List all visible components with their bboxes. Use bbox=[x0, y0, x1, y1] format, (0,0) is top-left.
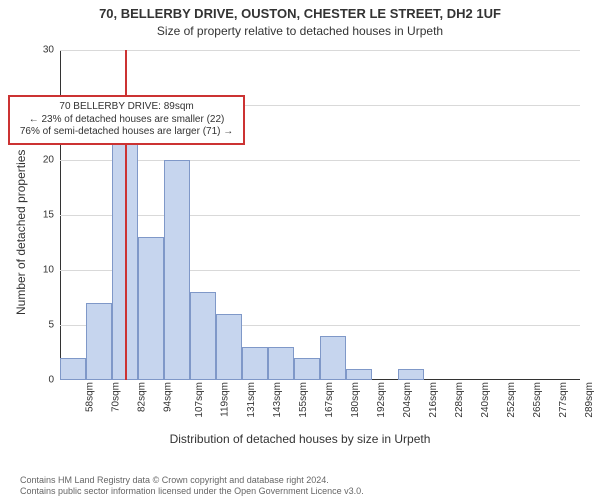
callout-line3: 76% of semi-detached houses are larger (… bbox=[20, 126, 233, 139]
histogram-bar bbox=[242, 347, 268, 380]
x-tick-label: 119sqm bbox=[219, 382, 230, 417]
y-tick-label: 20 bbox=[43, 155, 60, 166]
grid-line bbox=[60, 215, 580, 216]
x-tick-label: 167sqm bbox=[324, 382, 335, 418]
chart-title: 70, BELLERBY DRIVE, OUSTON, CHESTER LE S… bbox=[0, 6, 600, 21]
x-tick-label: 70sqm bbox=[111, 382, 122, 412]
histogram-bar bbox=[86, 303, 112, 380]
grid-line bbox=[60, 50, 580, 51]
attribution-footer: Contains HM Land Registry data © Crown c… bbox=[0, 475, 580, 496]
histogram-bar bbox=[320, 336, 346, 380]
x-axis-label: Distribution of detached houses by size … bbox=[0, 432, 600, 446]
x-tick-label: 204sqm bbox=[402, 382, 413, 418]
callout-line2: ← 23% of detached houses are smaller (22… bbox=[20, 114, 233, 127]
highlight-callout: 70 BELLERBY DRIVE: 89sqm ← 23% of detach… bbox=[8, 95, 245, 145]
x-tick-label: 58sqm bbox=[85, 382, 96, 412]
histogram-bar bbox=[216, 314, 242, 380]
y-tick-label: 10 bbox=[43, 265, 60, 276]
y-tick-label: 0 bbox=[48, 375, 60, 386]
x-tick-label: 277sqm bbox=[558, 382, 569, 418]
x-tick-label: 192sqm bbox=[376, 382, 387, 418]
x-tick-label: 107sqm bbox=[194, 382, 205, 418]
x-tick-label: 94sqm bbox=[163, 382, 174, 412]
histogram-bar bbox=[294, 358, 320, 380]
x-tick-label: 289sqm bbox=[584, 382, 595, 418]
x-tick-label: 143sqm bbox=[272, 382, 283, 418]
footer-line1: Contains HM Land Registry data © Crown c… bbox=[20, 475, 329, 485]
grid-line bbox=[60, 160, 580, 161]
callout-line1: 70 BELLERBY DRIVE: 89sqm bbox=[20, 101, 233, 114]
histogram-bar bbox=[190, 292, 216, 380]
y-tick-label: 5 bbox=[48, 320, 60, 331]
x-tick-label: 155sqm bbox=[298, 382, 309, 418]
histogram-bar bbox=[164, 160, 190, 380]
x-tick-label: 131sqm bbox=[246, 382, 257, 418]
x-tick-label: 82sqm bbox=[137, 382, 148, 412]
y-tick-label: 30 bbox=[43, 45, 60, 56]
x-tick-label: 240sqm bbox=[480, 382, 491, 418]
histogram-bar bbox=[268, 347, 294, 380]
y-tick-label: 15 bbox=[43, 210, 60, 221]
histogram-bar bbox=[398, 369, 424, 380]
histogram-bar bbox=[346, 369, 372, 380]
footer-line2: Contains public sector information licen… bbox=[20, 486, 364, 496]
x-tick-label: 252sqm bbox=[506, 382, 517, 418]
y-axis-label: Number of detached properties bbox=[14, 150, 28, 315]
x-tick-label: 180sqm bbox=[350, 382, 361, 418]
histogram-bar bbox=[138, 237, 164, 380]
x-tick-label: 228sqm bbox=[454, 382, 465, 418]
x-tick-label: 265sqm bbox=[532, 382, 543, 418]
histogram-bar bbox=[60, 358, 86, 380]
chart-subtitle: Size of property relative to detached ho… bbox=[0, 24, 600, 38]
x-tick-label: 216sqm bbox=[428, 382, 439, 418]
